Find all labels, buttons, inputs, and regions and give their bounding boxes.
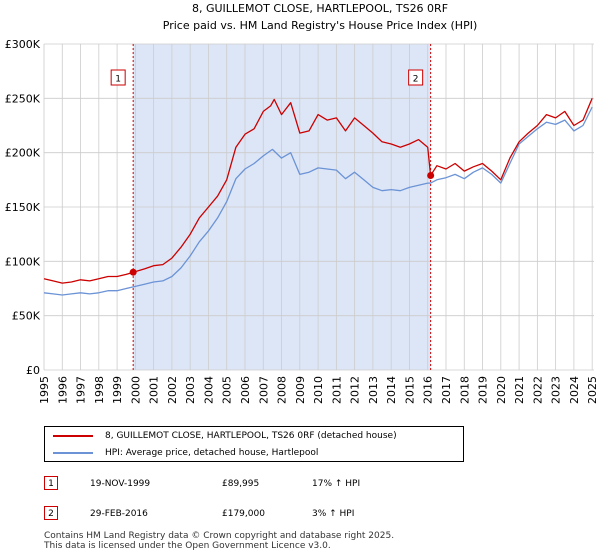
footer-copyright: Contains HM Land Registry data © Crown c…	[44, 531, 395, 541]
sale-label-1: 1	[115, 75, 121, 85]
x-tick-label: 1999	[111, 376, 124, 404]
sale-date: 29-FEB-2016	[90, 509, 148, 519]
price-chart: 8, GUILLEMOT CLOSE, HARTLEPOOL, TS26 0RF…	[5, 2, 599, 404]
legend-label-property: 8, GUILLEMOT CLOSE, HARTLEPOOL, TS26 0RF…	[105, 431, 397, 441]
legend-swatch-hpi	[53, 451, 93, 454]
x-tick-label: 2011	[330, 376, 343, 404]
x-tick-label: 2019	[477, 376, 490, 404]
legend-label-hpi: HPI: Average price, detached house, Hart…	[105, 448, 319, 458]
sale-price: £89,995	[222, 479, 260, 489]
sale-marker-2: 2	[44, 506, 58, 520]
sale-price: £179,000	[222, 509, 265, 519]
sale-label-box-1	[110, 69, 126, 86]
x-tick-label: 2025	[586, 376, 599, 404]
x-tick-label: 1997	[75, 376, 88, 404]
sale-label-box-2	[408, 69, 424, 86]
x-tick-label: 2021	[513, 376, 526, 404]
chart-subtitle: Price paid vs. HM Land Registry's House …	[163, 19, 478, 32]
y-tick-label: £300K	[5, 38, 41, 51]
x-tick-label: 2005	[221, 376, 234, 404]
footer-licence: This data is licensed under the Open Gov…	[44, 541, 331, 551]
x-tick-label: 1995	[38, 376, 51, 404]
sale-label-2: 2	[413, 75, 419, 85]
sale-date: 19-NOV-1999	[90, 479, 151, 489]
y-tick-label: £200K	[5, 147, 41, 160]
y-tick-label: £100K	[5, 255, 41, 268]
x-tick-label: 2017	[440, 376, 453, 404]
x-tick-label: 2022	[531, 376, 544, 404]
sale-hpi-change: 17% ↑ HPI	[312, 479, 361, 489]
x-tick-label: 2013	[367, 376, 380, 404]
x-tick-label: 2024	[568, 376, 581, 404]
y-tick-label: £150K	[5, 201, 41, 214]
legend-item-property: 8, GUILLEMOT CLOSE, HARTLEPOOL, TS26 0RF…	[53, 428, 397, 444]
x-tick-label: 1996	[56, 376, 69, 404]
x-tick-label: 2014	[385, 376, 398, 404]
x-tick-label: 2008	[276, 376, 289, 404]
y-tick-label: £50K	[12, 310, 41, 323]
x-tick-label: 2009	[294, 376, 307, 404]
x-tick-label: 2015	[403, 376, 416, 404]
y-tick-label: £250K	[5, 92, 41, 105]
x-tick-label: 2007	[257, 376, 270, 404]
x-tick-label: 2023	[550, 376, 563, 404]
sale-hpi-change: 3% ↑ HPI	[312, 509, 355, 519]
x-tick-label: 2012	[349, 376, 362, 404]
x-tick-label: 2006	[239, 376, 252, 404]
legend: 8, GUILLEMOT CLOSE, HARTLEPOOL, TS26 0RF…	[44, 426, 464, 462]
x-tick-label: 2003	[184, 376, 197, 404]
x-tick-label: 2004	[202, 376, 215, 404]
footer: Contains HM Land Registry data © Crown c…	[44, 531, 394, 551]
x-tick-label: 2002	[166, 376, 179, 404]
legend-swatch-property	[53, 434, 93, 437]
sale-point-2	[427, 171, 435, 179]
sale-point-1	[129, 268, 137, 276]
x-tick-label: 2018	[458, 376, 471, 404]
x-tick-label: 2010	[312, 376, 325, 404]
series-hpi-line	[43, 106, 593, 296]
series-property-line	[43, 98, 593, 284]
sale-marker-1: 1	[44, 476, 58, 490]
x-tick-label: 2016	[422, 376, 435, 404]
x-tick-label: 2001	[148, 376, 161, 404]
y-tick-label: £0	[26, 364, 40, 377]
legend-item-hpi: HPI: Average price, detached house, Hart…	[53, 445, 318, 461]
x-tick-label: 2000	[129, 376, 142, 404]
x-tick-label: 1998	[93, 376, 106, 404]
chart-title: 8, GUILLEMOT CLOSE, HARTLEPOOL, TS26 0RF	[192, 2, 448, 15]
x-tick-label: 2020	[495, 376, 508, 404]
